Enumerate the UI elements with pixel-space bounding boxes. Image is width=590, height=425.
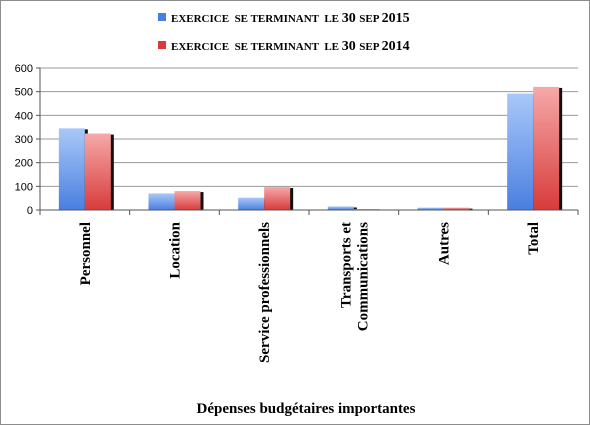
bar-2015 <box>238 197 265 210</box>
bar-2014 <box>84 133 111 210</box>
bar-2014 <box>264 187 291 210</box>
legend-entry-0: EXERCICE SE TERMINANT LE 30 SEP 2015 <box>171 11 410 26</box>
y-axis: 0 100 200 300 400 500 600 <box>15 63 41 217</box>
bar-2014 <box>533 86 560 210</box>
y-tick-label: 200 <box>15 158 33 170</box>
x-tick-label: Location <box>168 221 184 278</box>
x-tick-label: Autres <box>437 222 453 265</box>
y-tick-label: 300 <box>15 134 33 146</box>
bar-2015 <box>58 128 85 210</box>
x-tick-label: Service professionnels <box>257 222 273 363</box>
bars <box>58 86 563 210</box>
x-tick-label: Total <box>526 222 542 255</box>
y-tick-label: 500 <box>15 87 33 99</box>
chart-legend: EXERCICE SE TERMINANT LE 30 SEP 2015 EXER… <box>158 11 410 54</box>
bar-2015 <box>507 93 534 210</box>
bar-2015 <box>148 193 175 210</box>
bar-2015 <box>327 206 354 210</box>
bar-2014 <box>174 191 201 210</box>
y-tick-label: 400 <box>15 110 33 122</box>
bar-2014 <box>443 207 470 210</box>
y-tick-label: 0 <box>27 205 33 217</box>
gridlines <box>40 67 578 187</box>
x-tick-label: Transports etCommunications <box>338 222 371 331</box>
x-tick-label: Personnel <box>78 222 94 285</box>
x-axis-label: Dépenses budgétaires importantes <box>197 401 416 417</box>
legend-swatch-0 <box>158 13 166 21</box>
bar-2015 <box>417 207 444 210</box>
legend-entry-1: EXERCICE SE TERMINANT LE 30 SEP 2014 <box>171 39 410 54</box>
y-tick-label: 600 <box>15 63 33 75</box>
x-axis: Personnel Location Service professionnels T… <box>39 209 579 363</box>
legend-swatch-1 <box>158 41 166 49</box>
y-tick-label: 100 <box>15 181 33 193</box>
